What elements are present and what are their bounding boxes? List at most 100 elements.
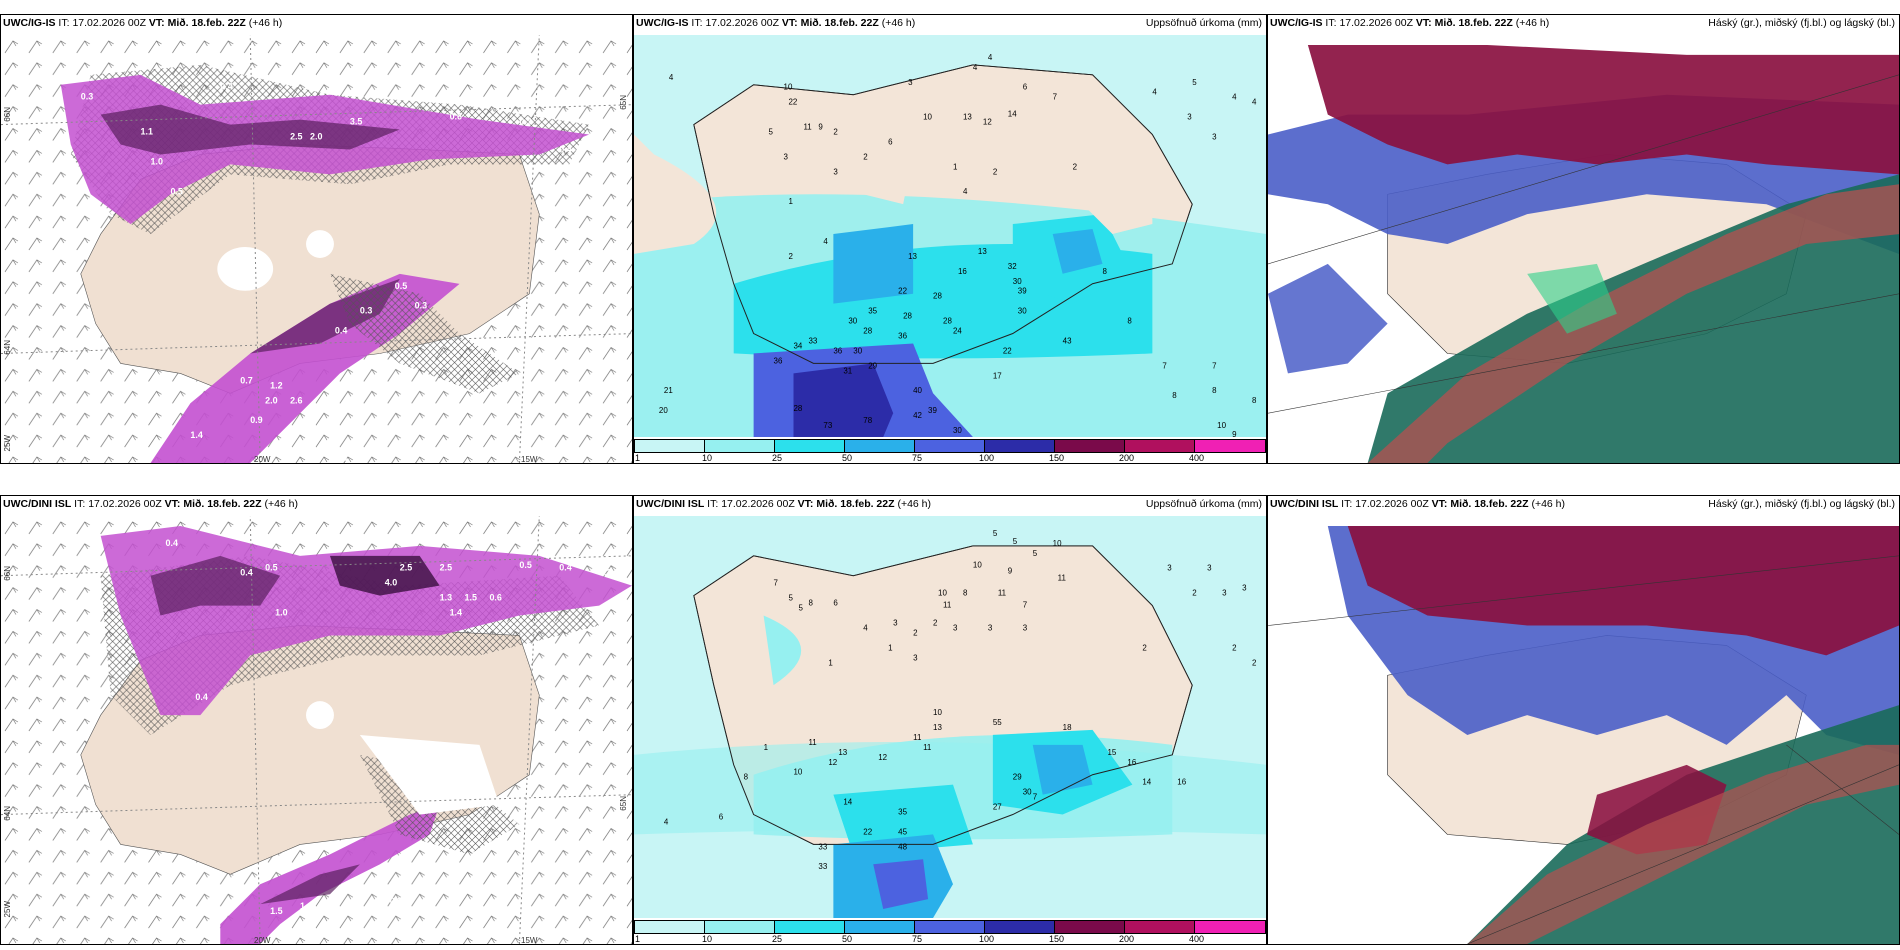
svg-text:34: 34 xyxy=(793,341,802,350)
svg-text:14: 14 xyxy=(1142,778,1151,787)
svg-text:24: 24 xyxy=(953,327,962,336)
wind-label: 2.5 xyxy=(440,563,452,573)
svg-text:15: 15 xyxy=(1108,748,1117,757)
colorbar-swatch xyxy=(1125,920,1195,934)
lat-label-top: 66N xyxy=(3,566,12,581)
cloud-map[interactable] xyxy=(1268,516,1899,944)
colorbar-swatch xyxy=(705,439,775,453)
lead-time: (+46 h) xyxy=(897,498,932,510)
svg-text:16: 16 xyxy=(1177,778,1186,787)
svg-text:1: 1 xyxy=(953,162,958,171)
colorbar-swatch xyxy=(1195,920,1266,934)
svg-text:43: 43 xyxy=(1063,336,1072,345)
wind-label: 0.4 xyxy=(195,692,207,702)
lat-label-mid: 64N xyxy=(3,340,12,355)
svg-text:3: 3 xyxy=(988,623,993,632)
colorbar-swatch xyxy=(775,920,845,934)
wind-label: 1.0 xyxy=(275,608,287,618)
vt-label: VT: xyxy=(1431,498,1448,510)
svg-text:12: 12 xyxy=(828,758,837,767)
svg-text:12: 12 xyxy=(878,753,887,762)
lon-label-left: 25W xyxy=(3,901,12,918)
lead-time: (+46 h) xyxy=(264,498,299,510)
vt-value: Mið. 18.feb. 22Z xyxy=(816,498,895,510)
lead-time: (+46 h) xyxy=(1515,17,1550,29)
svg-text:28: 28 xyxy=(863,327,872,336)
svg-text:1: 1 xyxy=(764,743,769,752)
svg-text:30: 30 xyxy=(953,426,962,435)
wind-label: 0.5 xyxy=(519,560,531,570)
vt-label: VT: xyxy=(164,498,181,510)
wind-label: 0.3 xyxy=(360,306,372,316)
lead-time: (+46 h) xyxy=(881,17,916,29)
cloud-map[interactable] xyxy=(1268,35,1899,463)
wind-label: 2.6 xyxy=(290,395,302,405)
svg-text:1: 1 xyxy=(789,197,794,206)
svg-text:48: 48 xyxy=(898,842,907,851)
svg-text:8: 8 xyxy=(1103,267,1108,276)
svg-text:11: 11 xyxy=(1058,574,1067,583)
it-value: 17.02.2026 00Z xyxy=(705,17,779,29)
colorbar-label: 10 xyxy=(702,453,713,463)
wind-label: 0.5 xyxy=(170,186,182,196)
svg-text:55: 55 xyxy=(993,718,1002,727)
svg-text:4: 4 xyxy=(669,73,674,82)
wind-label: 0.9 xyxy=(250,415,262,425)
svg-text:22: 22 xyxy=(863,827,872,836)
svg-text:33: 33 xyxy=(818,862,827,871)
svg-text:78: 78 xyxy=(863,416,872,425)
colorbar-label: 10 xyxy=(702,934,713,944)
svg-text:9: 9 xyxy=(1232,430,1237,437)
vt-value: Mið. 18.feb. 22Z xyxy=(167,17,246,29)
wind-map[interactable]: 0.4 0.5 0.4 2.5 4.0 2.5 1.3 1.5 1.4 0.6 … xyxy=(1,516,632,944)
svg-text:4: 4 xyxy=(664,817,669,826)
svg-text:22: 22 xyxy=(789,98,798,107)
precip-colorbar: 1 10 25 50 75 100 150 200 400 xyxy=(634,437,1266,463)
wind-label: 1.5 xyxy=(270,906,282,916)
wind-label: 1.2 xyxy=(270,380,282,390)
colorbar-label: 150 xyxy=(1049,453,1065,463)
model-name: UWC/DINI ISL xyxy=(1270,498,1339,510)
it-label: IT: xyxy=(58,17,70,29)
svg-text:33: 33 xyxy=(818,842,827,851)
svg-text:13: 13 xyxy=(963,113,972,122)
panel-header: UWC/IG-IS IT: 17.02.2026 00Z VT: Mið. 18… xyxy=(3,17,628,33)
it-value: 17.02.2026 00Z xyxy=(1355,498,1429,510)
wind-label: 0.4 xyxy=(559,144,571,154)
precip-map-panel-bottom: UWC/DINI ISL IT: 17.02.2026 00Z VT: Mið.… xyxy=(633,495,1267,945)
vt-value: Mið. 18.feb. 22Z xyxy=(800,17,879,29)
wind-label: 2.0 xyxy=(310,132,322,142)
precip-colorbar: 1 10 25 50 75 100 150 200 400 xyxy=(634,918,1266,944)
wind-label: 0.7 xyxy=(240,375,252,385)
wind-label: 1.1 xyxy=(300,901,312,911)
wind-label: 0.5 xyxy=(265,563,277,573)
svg-text:2: 2 xyxy=(1073,162,1078,171)
svg-text:8: 8 xyxy=(1172,391,1177,400)
svg-text:39: 39 xyxy=(928,406,937,415)
wind-label: 3.5 xyxy=(350,117,362,127)
svg-text:2: 2 xyxy=(833,128,838,137)
svg-text:10: 10 xyxy=(784,83,793,92)
wind-label: 0.4 xyxy=(240,568,252,578)
svg-text:28: 28 xyxy=(933,292,942,301)
svg-text:7: 7 xyxy=(1162,361,1167,370)
colorbar-label: 25 xyxy=(772,453,783,463)
svg-text:14: 14 xyxy=(1008,110,1017,119)
it-value: 17.02.2026 00Z xyxy=(721,498,795,510)
svg-text:8: 8 xyxy=(963,589,968,598)
colorbar-swatch xyxy=(985,920,1055,934)
svg-text:30: 30 xyxy=(1013,277,1022,286)
vt-value: Mið. 18.feb. 22Z xyxy=(1450,498,1529,510)
lead-time: (+46 h) xyxy=(248,17,283,29)
svg-text:5: 5 xyxy=(993,529,998,538)
wind-label: 0.4 xyxy=(335,453,347,463)
wind-value-labels: 0.4 0.5 0.4 2.5 4.0 2.5 1.3 1.5 1.4 0.6 … xyxy=(165,538,611,916)
colorbar-label: 50 xyxy=(842,453,853,463)
wind-label: 0.4 xyxy=(220,82,232,92)
svg-text:3: 3 xyxy=(784,152,789,161)
wind-map[interactable]: 0.3 0.4 1.1 1.0 0.5 2.5 2.0 3.5 0.3 0.6 … xyxy=(1,35,632,463)
colorbar-label: 100 xyxy=(979,934,995,944)
svg-text:10: 10 xyxy=(933,708,942,717)
